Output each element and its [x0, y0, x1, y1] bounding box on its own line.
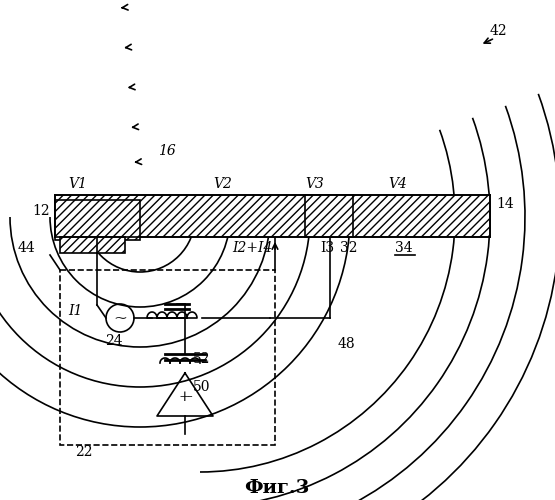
- Text: 34: 34: [395, 241, 412, 255]
- Text: -: -: [187, 390, 191, 404]
- Bar: [55, 200, 140, 240]
- Text: 44: 44: [18, 241, 36, 255]
- Text: I3: I3: [320, 241, 334, 255]
- Text: 52: 52: [193, 352, 210, 366]
- Text: 14: 14: [496, 197, 514, 211]
- Text: 12: 12: [32, 204, 49, 218]
- Text: 42: 42: [490, 24, 508, 38]
- Text: I1: I1: [68, 304, 82, 318]
- Text: V2: V2: [213, 177, 232, 191]
- Bar: [60, 237, 125, 253]
- Text: V4: V4: [388, 177, 407, 191]
- Text: 24: 24: [105, 334, 123, 348]
- Text: Фиг.3: Фиг.3: [244, 479, 310, 497]
- Text: 48: 48: [338, 337, 356, 351]
- Text: 16: 16: [158, 144, 176, 158]
- Text: V1: V1: [68, 177, 87, 191]
- Text: V3: V3: [305, 177, 324, 191]
- Text: ~: ~: [113, 310, 127, 326]
- Bar: [55, 195, 490, 237]
- Text: 50: 50: [193, 380, 210, 394]
- Text: 32: 32: [340, 241, 357, 255]
- Text: +: +: [179, 390, 190, 404]
- Text: I2+I4: I2+I4: [232, 241, 273, 255]
- Bar: [305, 195, 353, 237]
- Text: 22: 22: [75, 445, 93, 459]
